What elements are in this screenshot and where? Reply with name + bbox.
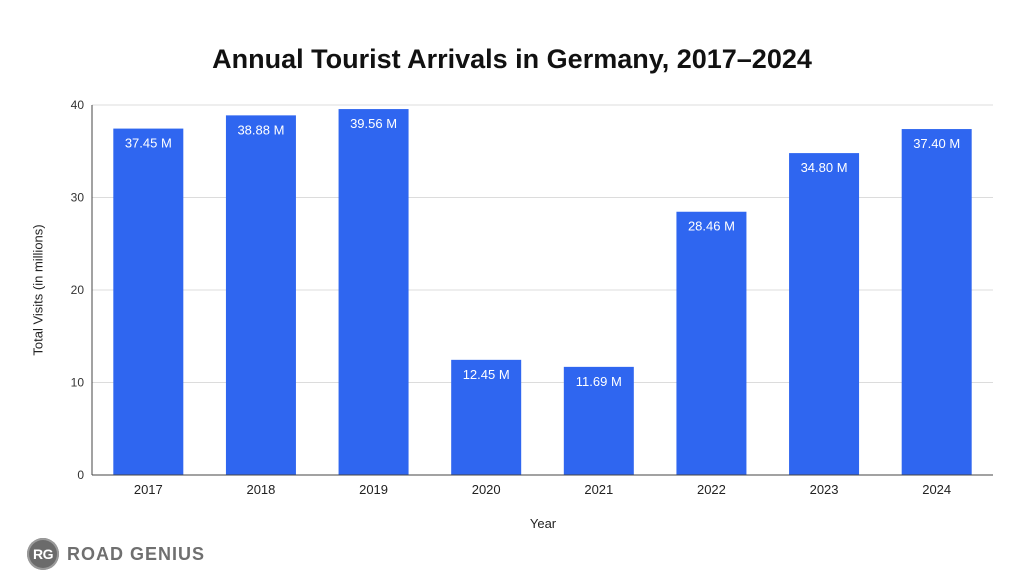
bar-data-label: 28.46 M [688,219,735,234]
bar [563,366,634,475]
x-tick-label: 2022 [697,482,726,497]
bar [113,128,184,475]
axes: 0 10 20 30 40 2017 2018 2019 2020 2021 2022 2023 202… [71,98,993,497]
y-tick-label: 0 [77,468,84,482]
x-tick-label: 2021 [584,482,613,497]
bar-data-label: 34.80 M [801,160,848,175]
y-tick-label: 30 [71,191,85,205]
y-tick-label: 20 [71,283,85,297]
y-tick-label: 40 [71,98,85,112]
y-axis-label: Total Visits (in millions) [30,224,46,356]
x-tick-label: 2024 [922,482,951,497]
chart-title: Annual Tourist Arrivals in Germany, 2017… [212,44,812,74]
bar-data-label: 37.45 M [125,136,172,151]
bar [451,359,522,475]
x-tick-label: 2017 [134,482,163,497]
bar [225,115,296,476]
x-tick-label: 2020 [472,482,501,497]
x-axis-label: Year [529,516,557,531]
x-tick-label: 2019 [359,482,388,497]
bar-data-label: 38.88 M [237,122,284,137]
x-tick-label: 2023 [810,482,839,497]
bar [789,153,860,475]
bar-data-label: 39.56 M [350,116,397,131]
bar [676,211,747,475]
bar [338,109,409,475]
bar-data-label: 12.45 M [463,367,510,382]
brand-watermark: RG ROAD GENIUS [27,538,205,570]
bar-data-label: 37.40 M [913,136,960,151]
x-tick-label: 2018 [246,482,275,497]
bar-data-label: 11.69 M [576,374,622,389]
brand-name: ROAD GENIUS [67,543,206,564]
brand-logo-icon: RG [27,538,59,570]
bar [901,129,972,476]
bars: 37.45 M 38.88 M 39.56 M 12.45 M 11.69 M 28.46… [113,109,972,476]
y-tick-label: 10 [71,376,85,390]
